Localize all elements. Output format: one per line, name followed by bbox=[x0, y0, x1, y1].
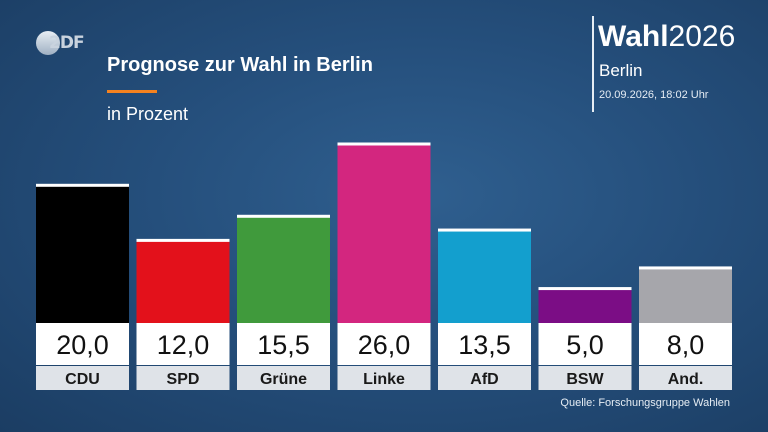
category-box-linke bbox=[337, 366, 431, 390]
value-box-and bbox=[639, 323, 732, 365]
bar-linke bbox=[337, 144, 431, 323]
bar-cap-and bbox=[639, 266, 732, 270]
zdf-logo-mark bbox=[36, 31, 60, 55]
category-box-and bbox=[639, 366, 732, 390]
value-box-afd bbox=[438, 323, 531, 365]
brand-year: 2026 bbox=[668, 20, 736, 53]
bar-afd bbox=[438, 230, 531, 323]
value-box-spd bbox=[136, 323, 230, 365]
value-box-cdu bbox=[36, 323, 129, 365]
value-label-cdu: 20,0 bbox=[56, 330, 109, 360]
timestamp: 20.09.2026, 18:02 Uhr bbox=[599, 89, 709, 101]
bar-and bbox=[639, 267, 732, 323]
value-box-grne bbox=[237, 323, 330, 365]
bar-cdu bbox=[36, 185, 129, 323]
value-label-and: 8,0 bbox=[667, 330, 705, 360]
bar-cap-cdu bbox=[36, 183, 129, 187]
bar-cap-linke bbox=[337, 142, 431, 146]
title-accent-line bbox=[107, 90, 157, 93]
category-label-bsw: BSW bbox=[566, 371, 604, 388]
category-label-linke: Linke bbox=[363, 371, 405, 388]
category-label-grne: Grüne bbox=[260, 371, 307, 388]
zdf-logo: 2DF bbox=[36, 30, 88, 56]
category-box-bsw bbox=[538, 366, 632, 390]
category-box-grne bbox=[237, 366, 330, 390]
category-label-and: And. bbox=[668, 371, 704, 388]
value-label-linke: 26,0 bbox=[358, 330, 411, 360]
bar-cap-bsw bbox=[538, 287, 632, 291]
bar-cap-afd bbox=[438, 228, 531, 232]
chart-subtitle: in Prozent bbox=[107, 104, 189, 124]
bar-grne bbox=[237, 216, 330, 323]
value-label-afd: 13,5 bbox=[458, 330, 511, 360]
source-note: Quelle: Forschungsgruppe Wahlen bbox=[560, 397, 730, 409]
bar-cap-spd bbox=[136, 238, 230, 242]
region-label: Berlin bbox=[599, 61, 643, 80]
bar-cap-grne bbox=[237, 214, 330, 218]
election-brand: Wahl2026 bbox=[598, 19, 735, 55]
category-label-cdu: CDU bbox=[65, 371, 100, 388]
brand-divider bbox=[592, 16, 594, 112]
value-label-grne: 15,5 bbox=[257, 330, 310, 360]
zdf-logo-text: 2DF bbox=[49, 33, 85, 53]
value-label-spd: 12,0 bbox=[157, 330, 210, 360]
category-box-afd bbox=[438, 366, 531, 390]
category-box-spd bbox=[136, 366, 230, 390]
category-label-spd: SPD bbox=[167, 371, 200, 388]
bar-bsw bbox=[538, 288, 632, 323]
chart-title: Prognose zur Wahl in Berlin bbox=[107, 54, 373, 76]
category-box-cdu bbox=[36, 366, 129, 390]
value-box-linke bbox=[337, 323, 431, 365]
bar-spd bbox=[136, 240, 230, 323]
value-box-bsw bbox=[538, 323, 632, 365]
value-label-bsw: 5,0 bbox=[566, 330, 604, 360]
category-label-afd: AfD bbox=[470, 371, 498, 388]
brand-word: Wahl bbox=[598, 20, 669, 53]
